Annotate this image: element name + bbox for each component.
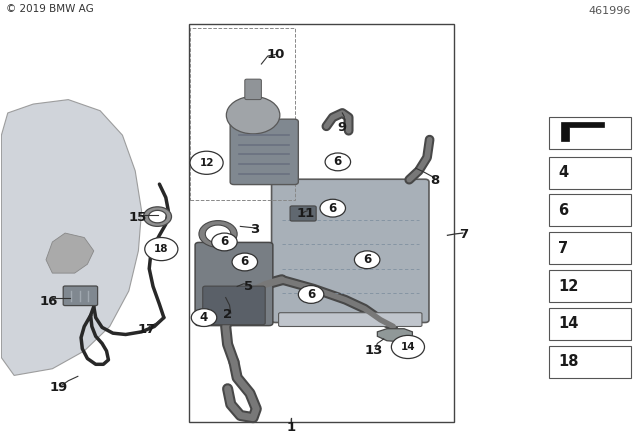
Text: 461996: 461996 — [589, 6, 631, 16]
Circle shape — [232, 253, 257, 271]
Text: 10: 10 — [266, 48, 285, 61]
Circle shape — [298, 285, 324, 303]
FancyBboxPatch shape — [278, 313, 422, 327]
Text: 15: 15 — [129, 211, 147, 224]
Text: 18: 18 — [558, 354, 579, 369]
Circle shape — [392, 336, 424, 358]
Text: 9: 9 — [338, 121, 347, 134]
Text: 8: 8 — [430, 174, 439, 187]
Text: 7: 7 — [558, 241, 568, 256]
Wedge shape — [199, 220, 237, 247]
Wedge shape — [143, 207, 172, 226]
FancyBboxPatch shape — [549, 156, 631, 189]
Polygon shape — [46, 233, 94, 273]
Text: 19: 19 — [50, 381, 68, 394]
Polygon shape — [561, 122, 604, 142]
Circle shape — [355, 251, 380, 269]
Text: 4: 4 — [558, 165, 568, 180]
Text: 7: 7 — [460, 228, 468, 241]
FancyBboxPatch shape — [549, 194, 631, 226]
Polygon shape — [1, 99, 141, 375]
Text: 11: 11 — [297, 207, 315, 220]
Text: 14: 14 — [401, 342, 415, 352]
Text: 6: 6 — [220, 236, 228, 249]
FancyBboxPatch shape — [290, 206, 316, 221]
Text: 13: 13 — [364, 345, 383, 358]
Wedge shape — [227, 96, 280, 134]
FancyBboxPatch shape — [549, 270, 631, 302]
Circle shape — [325, 153, 351, 171]
FancyBboxPatch shape — [203, 286, 265, 325]
Text: 18: 18 — [154, 244, 168, 254]
Circle shape — [145, 237, 178, 261]
Text: © 2019 BMW AG: © 2019 BMW AG — [6, 4, 94, 14]
Text: 16: 16 — [40, 295, 58, 308]
Text: 4: 4 — [200, 311, 208, 324]
FancyBboxPatch shape — [549, 308, 631, 340]
Circle shape — [320, 199, 346, 217]
Text: 2: 2 — [223, 307, 232, 320]
FancyBboxPatch shape — [549, 232, 631, 264]
Text: 6: 6 — [328, 202, 337, 215]
FancyBboxPatch shape — [245, 79, 261, 99]
FancyBboxPatch shape — [549, 117, 631, 150]
FancyBboxPatch shape — [195, 242, 273, 326]
FancyBboxPatch shape — [271, 179, 429, 323]
Text: 5: 5 — [244, 280, 253, 293]
FancyBboxPatch shape — [230, 119, 298, 185]
Text: 6: 6 — [241, 255, 249, 268]
Text: 12: 12 — [199, 158, 214, 168]
Text: 3: 3 — [250, 223, 260, 236]
FancyBboxPatch shape — [63, 286, 98, 306]
FancyBboxPatch shape — [549, 345, 631, 378]
Circle shape — [190, 151, 223, 174]
Text: 6: 6 — [558, 203, 568, 218]
Text: 6: 6 — [307, 288, 316, 301]
Text: 12: 12 — [558, 279, 579, 293]
Text: 1: 1 — [287, 422, 296, 435]
Text: 6: 6 — [333, 155, 342, 168]
Polygon shape — [190, 160, 196, 165]
Polygon shape — [378, 329, 412, 342]
Circle shape — [191, 309, 217, 327]
Text: 6: 6 — [363, 253, 371, 266]
Text: 17: 17 — [138, 323, 156, 336]
Circle shape — [212, 233, 237, 251]
Text: 14: 14 — [558, 316, 579, 332]
